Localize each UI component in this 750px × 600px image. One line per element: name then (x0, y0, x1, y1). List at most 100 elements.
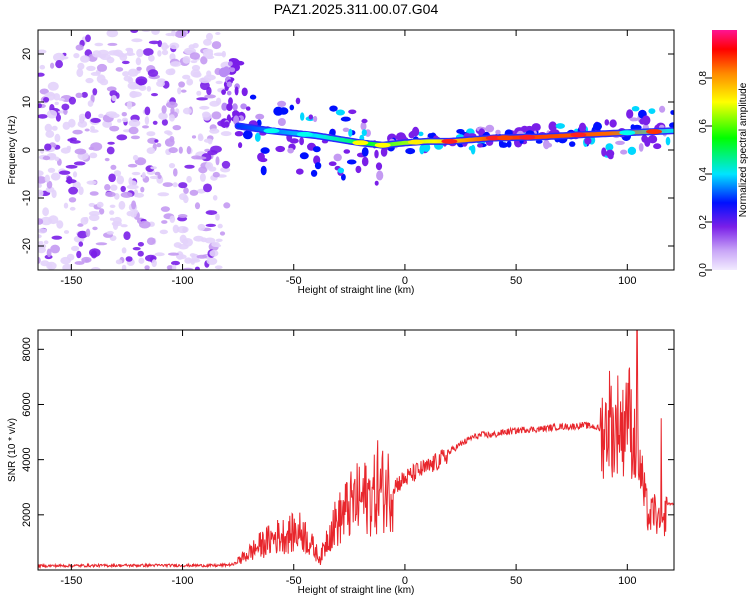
colorbar-tick-label: 0.4 (698, 167, 709, 181)
noise-blob (124, 52, 136, 56)
noise-blob (55, 60, 63, 69)
noise-blob (136, 48, 144, 58)
noise-blob (98, 54, 107, 59)
noise-blob (106, 30, 119, 38)
noise-blob (75, 44, 84, 51)
noise-blob (55, 113, 62, 122)
ridge-blob (609, 119, 617, 128)
ridge-blob (273, 106, 284, 116)
noise-blob (182, 74, 191, 80)
noise-blob (109, 125, 120, 132)
noise-blob (133, 189, 139, 198)
noise-blob (115, 259, 123, 265)
noise-blob (115, 67, 124, 72)
ridge-blob (260, 165, 267, 176)
noise-blob (122, 71, 130, 77)
snr-x-tick-label: 100 (618, 575, 636, 587)
noise-blob (121, 60, 130, 65)
ridge-blob (287, 147, 294, 154)
noise-blob (215, 156, 220, 166)
ridge-blob (275, 145, 286, 153)
ridge-blob (604, 119, 610, 126)
ridge-hotspot (519, 134, 536, 140)
spectrogram-plot-area (38, 30, 674, 270)
ridge-blob (238, 142, 243, 149)
noise-blob (190, 60, 198, 64)
noise-blob (44, 123, 53, 132)
noise-blob (38, 241, 44, 245)
noise-blob (137, 242, 144, 247)
ridge-blob (405, 148, 416, 155)
noise-blob (110, 164, 117, 170)
noise-blob (107, 42, 118, 46)
noise-blob (109, 204, 116, 208)
noise-blob (151, 259, 157, 268)
noise-blob (221, 102, 228, 111)
noise-blob (39, 88, 49, 95)
noise-blob (88, 146, 95, 151)
noise-blob (192, 42, 199, 49)
noise-blob (147, 69, 159, 77)
noise-blob (60, 256, 72, 265)
noise-blob (150, 166, 157, 170)
noise-blob (109, 210, 115, 215)
noise-blob (94, 42, 104, 47)
ridge-blob (277, 118, 286, 126)
ridge-blob (638, 143, 644, 152)
noise-blob (219, 231, 226, 236)
noise-blob (77, 223, 84, 227)
snr-y-label: SNR (10 * v/v) (7, 418, 18, 482)
noise-blob (189, 189, 199, 196)
noise-blob (127, 163, 138, 168)
noise-blob (154, 252, 165, 257)
ridge-blob (548, 121, 557, 132)
ridge-hotspot (497, 135, 513, 141)
noise-blob (126, 184, 139, 190)
noise-blob (72, 129, 83, 135)
noise-blob (66, 176, 73, 185)
noise-blob (38, 246, 46, 254)
noise-blob (78, 186, 84, 195)
noise-blob (127, 68, 139, 77)
noise-blob (46, 180, 53, 189)
noise-blob (86, 180, 97, 185)
spectrogram-x-tick-label: -100 (172, 275, 194, 287)
noise-blob (213, 52, 225, 57)
noise-blob (195, 156, 207, 160)
snr-y-tick-label: 6000 (21, 392, 33, 416)
noise-blob (169, 114, 175, 122)
noise-blob (125, 256, 133, 262)
noise-blob (173, 168, 178, 177)
ridge-blob (495, 129, 501, 135)
noise-blob (54, 156, 60, 162)
noise-blob (38, 170, 44, 177)
ridge-blob (346, 159, 357, 165)
noise-blob (168, 163, 176, 169)
noise-blob (90, 118, 101, 123)
noise-blob (211, 41, 222, 50)
noise-blob (87, 100, 94, 107)
noise-blob (194, 266, 200, 270)
snr-y-tick-label: 2000 (21, 503, 33, 527)
ridge-blob (254, 132, 261, 142)
ridge-blob (555, 123, 565, 129)
ridge-blob (375, 162, 383, 171)
colorbar-gradient (712, 30, 737, 270)
noise-blob (165, 45, 170, 49)
noise-blob (177, 87, 182, 95)
ridge-blob (629, 117, 639, 122)
noise-blob (226, 81, 233, 88)
noise-blob (171, 260, 180, 266)
noise-blob (110, 184, 118, 191)
colorbar-tick-label: 0.6 (698, 119, 709, 133)
noise-blob (44, 143, 52, 151)
ridge-blob (329, 105, 338, 112)
ridge-blob (627, 146, 637, 155)
noise-blob (112, 221, 119, 230)
noise-blob (221, 89, 227, 95)
noise-blob (63, 230, 70, 234)
snr-y-tick-label: 4000 (21, 447, 33, 471)
noise-blob (215, 244, 222, 248)
noise-blob (171, 30, 176, 37)
noise-blob (131, 171, 141, 176)
